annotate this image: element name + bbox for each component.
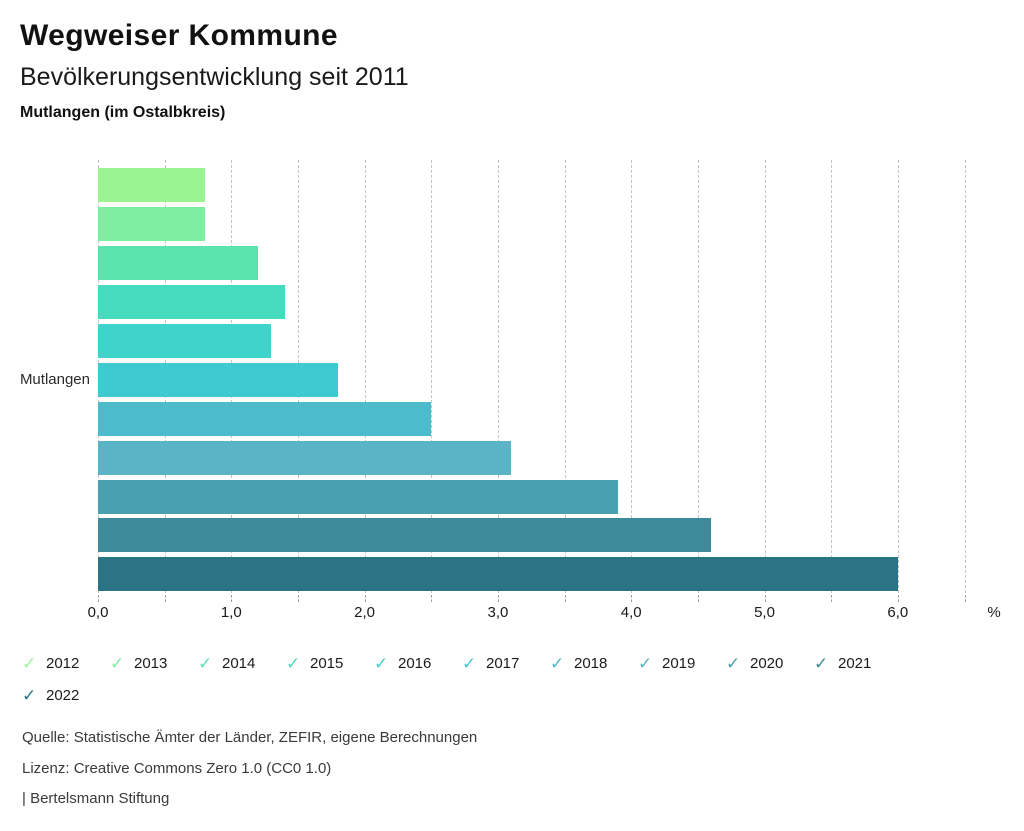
gridline — [697, 160, 699, 593]
legend-item-label: 2012 — [46, 655, 80, 672]
legend-item-label: 2022 — [46, 687, 80, 704]
legend-item-label: 2021 — [838, 655, 872, 672]
check-icon: ✓ — [374, 654, 389, 673]
x-axis-tick — [697, 595, 699, 602]
app-title: Wegweiser Kommune — [20, 19, 338, 52]
check-icon: ✓ — [110, 654, 125, 673]
x-axis-tick-label: 5,0 — [754, 604, 775, 621]
footer-license: Lizenz: Creative Commons Zero 1.0 (CC0 1… — [22, 760, 332, 777]
check-icon: ✓ — [22, 654, 37, 673]
x-axis-tick — [164, 595, 166, 602]
gridline — [631, 160, 633, 593]
y-axis-category-label: Mutlangen — [19, 371, 90, 388]
legend-item-label: 2019 — [662, 655, 696, 672]
x-axis-tick-label: 6,0 — [887, 604, 909, 621]
legend-item-label: 2016 — [398, 655, 432, 672]
x-axis-tick — [631, 595, 633, 602]
bar-2015 — [98, 285, 285, 319]
bar-2014 — [98, 246, 258, 281]
x-axis-ticks — [98, 595, 966, 603]
x-axis-tick — [364, 595, 366, 602]
x-axis-unit-label: % — [987, 604, 1001, 621]
x-axis-tick — [564, 595, 566, 602]
legend-row: ✓ 2022 — [22, 685, 1002, 706]
chart-title: Bevölkerungsentwicklung seit 2011 — [20, 63, 409, 91]
check-icon: ✓ — [550, 654, 565, 673]
x-axis-tick-label: 4,0 — [620, 604, 642, 621]
x-axis-tick — [764, 595, 766, 602]
gridline — [564, 160, 566, 593]
bar-2018 — [98, 401, 432, 436]
bar-2021 — [98, 518, 712, 553]
x-axis-tick-label: 0,0 — [87, 604, 109, 621]
legend-item-2015[interactable]: ✓ 2015 — [286, 653, 374, 674]
region-title: Mutlangen (im Ostalbkreis) — [20, 104, 226, 121]
footer-source: Quelle: Statistische Ämter der Länder, Z… — [22, 729, 478, 746]
bar-2022 — [98, 557, 898, 592]
gridline — [964, 160, 966, 593]
legend-item-2013[interactable]: ✓ 2013 — [110, 653, 198, 674]
legend-item-2014[interactable]: ✓ 2014 — [198, 653, 286, 674]
legend-item-label: 2013 — [134, 655, 168, 672]
bar-2020 — [98, 479, 618, 514]
check-icon: ✓ — [462, 654, 477, 673]
x-axis-tick — [231, 595, 233, 602]
bar-2012 — [98, 168, 205, 203]
check-icon: ✓ — [638, 654, 653, 673]
legend-item-2018[interactable]: ✓ 2018 — [550, 653, 638, 674]
check-icon: ✓ — [198, 654, 213, 673]
legend-item-2017[interactable]: ✓ 2017 — [462, 653, 550, 674]
x-axis-tick-label: 3,0 — [487, 604, 509, 621]
x-axis-tick — [98, 595, 99, 602]
plot-area — [98, 160, 966, 593]
bar-2013 — [98, 207, 205, 242]
legend-item-2022[interactable]: ✓ 2022 — [22, 685, 110, 706]
gridline — [764, 160, 766, 593]
check-icon: ✓ — [286, 654, 301, 673]
gridline — [831, 160, 833, 593]
legend-item-label: 2018 — [574, 655, 608, 672]
legend-item-2012[interactable]: ✓ 2012 — [22, 653, 110, 674]
gridline — [897, 160, 899, 593]
legend-item-label: 2020 — [750, 655, 784, 672]
gridline — [431, 160, 433, 593]
legend-item-label: 2017 — [486, 655, 520, 672]
gridline — [364, 160, 366, 593]
x-axis-tick — [297, 595, 299, 602]
check-icon: ✓ — [726, 654, 741, 673]
legend-item-2016[interactable]: ✓ 2016 — [374, 653, 462, 674]
x-axis-tick — [964, 595, 966, 602]
bar-2019 — [98, 440, 512, 475]
legend-row: ✓ 2012 ✓ 2013 ✓ 2014 ✓ 2015 ✓ 2016 ✓ 2017 ✓ 2018 ✓ 2019… — [22, 653, 1002, 674]
x-axis-tick-label: 2,0 — [354, 604, 376, 621]
legend-item-label: 2014 — [222, 655, 256, 672]
bar-2017 — [98, 362, 338, 397]
x-axis-tick-label: 1,0 — [220, 604, 242, 621]
legend-item-2021[interactable]: ✓ 2021 — [814, 653, 902, 674]
legend-item-2020[interactable]: ✓ 2020 — [726, 653, 814, 674]
check-icon: ✓ — [22, 686, 37, 705]
x-axis-tick — [831, 595, 833, 602]
check-icon: ✓ — [814, 654, 829, 673]
legend-item-label: 2015 — [310, 655, 344, 672]
x-axis-tick — [897, 595, 899, 602]
bar-2016 — [98, 323, 272, 358]
footer-attribution: | Bertelsmann Stiftung — [22, 790, 170, 807]
x-axis-tick — [431, 595, 433, 602]
gridline — [497, 160, 499, 593]
legend-item-2019[interactable]: ✓ 2019 — [638, 653, 726, 674]
x-axis-tick — [497, 595, 499, 602]
legend: ✓ 2012 ✓ 2013 ✓ 2014 ✓ 2015 ✓ 2016 ✓ 2017 ✓ 2018 ✓ 2019… — [22, 653, 1002, 717]
